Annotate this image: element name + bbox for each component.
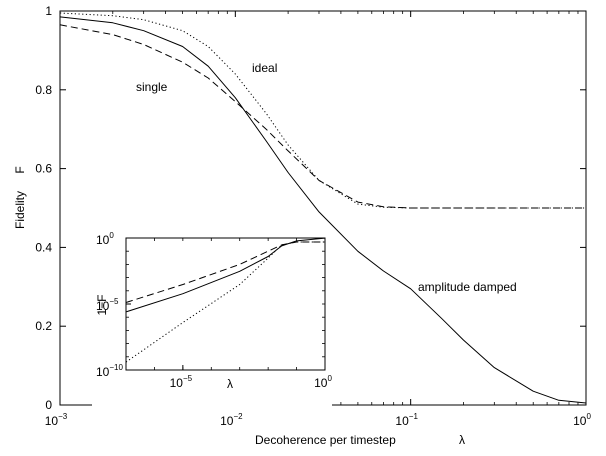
inset-y-tick-label-base: 10 xyxy=(96,299,110,313)
y-axis-label: Fidelity xyxy=(13,191,27,229)
inset-x-axis-label: λ xyxy=(227,377,233,391)
inset-y-tick-label-exp: −5 xyxy=(109,297,119,306)
inset-y-tick-label-exp: 0 xyxy=(109,231,114,240)
x-tick-label-base: 10 xyxy=(395,414,409,428)
inset-y-tick-label: 10−10 xyxy=(96,363,123,379)
inset-y-tick-label-exp: −10 xyxy=(109,363,123,372)
series-annotation: amplitude damped xyxy=(418,280,517,294)
series-annotation: single xyxy=(136,80,168,94)
series-line-dotted xyxy=(59,12,586,209)
x-tick-label-exp: −2 xyxy=(233,412,243,421)
y-axis-symbol: F xyxy=(13,166,27,173)
inset-series-line-solid xyxy=(126,238,325,313)
y-tick-label: 0.8 xyxy=(35,83,52,97)
x-tick-label-exp: −3 xyxy=(58,412,68,421)
x-tick-label: 100 xyxy=(573,412,591,428)
series-line-dashed xyxy=(59,24,586,209)
inset-x-tick-label-exp: −5 xyxy=(183,374,193,383)
series-line-solid xyxy=(59,16,587,404)
inset-x-tick-label-base: 10 xyxy=(170,376,184,390)
y-tick-label: 0.4 xyxy=(35,240,52,254)
inset-series-line-dashed xyxy=(126,241,325,303)
inset-x-tick-label: 100 xyxy=(314,374,332,390)
inset-x-tick-label: 10−5 xyxy=(170,374,193,390)
y-tick-label: 0 xyxy=(45,398,52,412)
y-tick-label: 0.6 xyxy=(35,162,52,176)
inset-plot-frame xyxy=(125,237,326,371)
x-tick-label-base: 10 xyxy=(45,414,59,428)
y-tick-label: 0.2 xyxy=(35,319,52,333)
y-tick-label: 1 xyxy=(45,4,52,18)
x-tick-label: 10−1 xyxy=(395,412,418,428)
series-annotation: ideal xyxy=(252,61,277,75)
x-axis-label: Decoherence per timestep xyxy=(255,433,396,447)
x-tick-label-base: 10 xyxy=(573,414,587,428)
inset-y-tick-label-base: 10 xyxy=(96,365,110,379)
inset-x-tick-label-exp: 0 xyxy=(327,374,332,383)
inset-y-tick-label: 10−5 xyxy=(96,297,119,313)
inset-y-tick-label: 100 xyxy=(96,231,114,247)
x-axis-symbol: λ xyxy=(459,433,465,447)
x-tick-label-base: 10 xyxy=(220,414,234,428)
x-tick-label: 10−2 xyxy=(220,412,243,428)
inset-y-axis-label: 1−F xyxy=(95,294,109,315)
x-tick-label-exp: −1 xyxy=(409,412,419,421)
x-tick-label: 10−3 xyxy=(45,412,68,428)
main-chart: 10−3 10−2 10−1 10000.20.40.60.81Decoherence… xyxy=(13,4,591,447)
inset-y-tick-label-base: 10 xyxy=(96,233,110,247)
x-tick-label-exp: 0 xyxy=(586,412,591,421)
inset-x-tick-label-base: 10 xyxy=(314,376,328,390)
